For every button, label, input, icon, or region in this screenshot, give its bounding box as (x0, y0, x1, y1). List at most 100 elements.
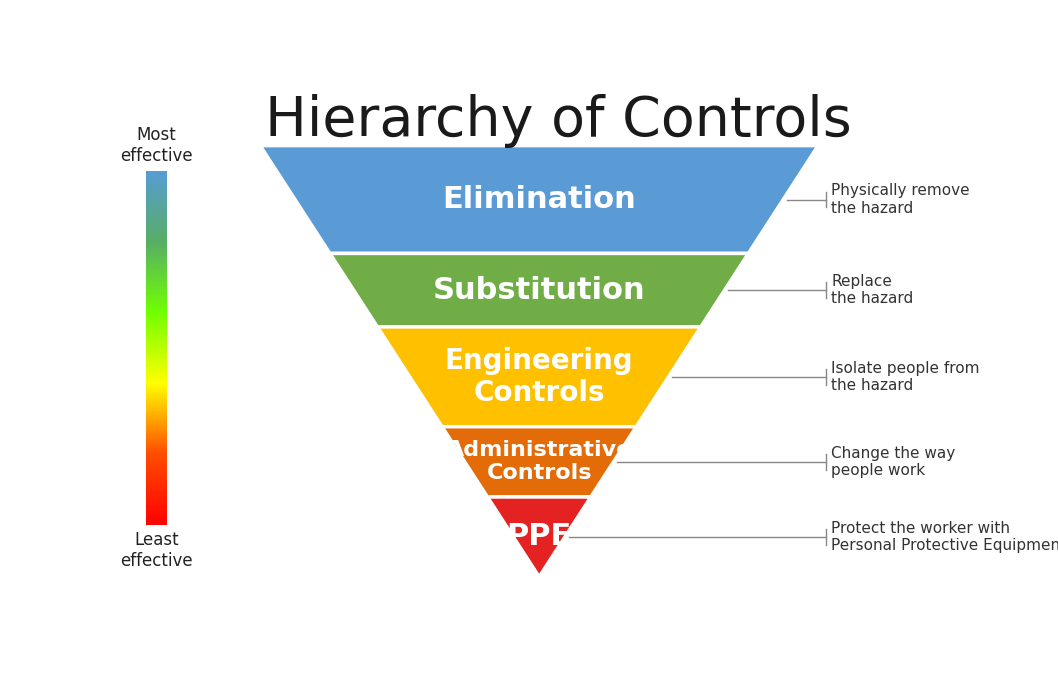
Bar (146, 254, 167, 255)
Bar (146, 414, 167, 415)
Bar (146, 321, 167, 322)
Bar (146, 437, 167, 438)
Bar (146, 473, 167, 475)
Bar (146, 288, 167, 289)
Bar (146, 269, 167, 270)
Bar (146, 264, 167, 266)
Bar (146, 205, 167, 206)
Bar (146, 394, 167, 396)
Bar (146, 354, 167, 355)
Bar (146, 470, 167, 471)
Bar (146, 422, 167, 424)
Bar (146, 187, 167, 189)
Bar (146, 471, 167, 472)
Bar (146, 388, 167, 390)
Bar (146, 174, 167, 176)
Bar (146, 409, 167, 411)
Text: PPE: PPE (507, 522, 571, 552)
Bar (146, 467, 167, 469)
Bar (146, 258, 167, 259)
Bar (146, 270, 167, 272)
Bar (146, 402, 167, 404)
Bar (146, 443, 167, 444)
Text: Protect the worker with
Personal Protective Equipment: Protect the worker with Personal Protect… (832, 521, 1058, 553)
Bar (146, 216, 167, 217)
Bar (146, 333, 167, 334)
Text: Physically remove
the hazard: Physically remove the hazard (832, 183, 970, 216)
Text: Substitution: Substitution (433, 276, 645, 304)
Bar (146, 516, 167, 517)
Bar (146, 298, 167, 300)
Bar (146, 210, 167, 211)
Bar (146, 314, 167, 315)
Bar (146, 431, 167, 432)
Bar (146, 304, 167, 306)
Bar (146, 300, 167, 301)
Bar (146, 203, 167, 204)
Bar (146, 518, 167, 520)
Bar (146, 274, 167, 275)
Bar (146, 222, 167, 223)
Bar (146, 349, 167, 351)
Bar (146, 428, 167, 430)
Bar (146, 481, 167, 483)
Bar (146, 490, 167, 491)
Bar (146, 259, 167, 261)
Bar (146, 229, 167, 230)
Bar (146, 452, 167, 454)
Bar (146, 319, 167, 320)
Bar (146, 238, 167, 240)
Bar (146, 279, 167, 280)
Bar (146, 316, 167, 317)
Bar (146, 520, 167, 522)
Bar (146, 198, 167, 200)
Bar (146, 182, 167, 183)
Bar (146, 370, 167, 372)
Bar (146, 320, 167, 321)
Bar (146, 235, 167, 236)
Bar (146, 458, 167, 459)
Bar (146, 406, 167, 407)
Bar (146, 268, 167, 269)
Bar (146, 340, 167, 341)
Bar (146, 504, 167, 505)
Bar (146, 381, 167, 382)
Bar (146, 311, 167, 313)
Bar (146, 484, 167, 485)
Bar (146, 475, 167, 477)
Bar (146, 439, 167, 440)
Text: Hierarchy of Controls: Hierarchy of Controls (266, 94, 852, 148)
Polygon shape (260, 146, 818, 253)
Bar (146, 317, 167, 319)
Polygon shape (378, 327, 700, 427)
Bar (146, 491, 167, 492)
Bar (146, 391, 167, 392)
Bar (146, 325, 167, 326)
Bar (146, 507, 167, 509)
Bar (146, 459, 167, 460)
Bar (146, 496, 167, 497)
Bar (146, 515, 167, 516)
Bar (146, 445, 167, 446)
Bar (146, 289, 167, 290)
Bar (146, 456, 167, 457)
Bar (146, 358, 167, 359)
Polygon shape (442, 427, 636, 497)
Bar (146, 465, 167, 466)
Bar (146, 294, 167, 295)
Bar (146, 438, 167, 439)
Bar (146, 180, 167, 182)
Bar (146, 322, 167, 323)
Bar (146, 503, 167, 504)
Bar (146, 208, 167, 209)
Bar (146, 224, 167, 225)
Bar (146, 249, 167, 250)
Bar (146, 335, 167, 336)
Text: Engineering
Controls: Engineering Controls (444, 347, 634, 407)
Bar (146, 234, 167, 235)
Bar (146, 179, 167, 180)
Bar (146, 330, 167, 332)
Bar (146, 302, 167, 303)
Bar (146, 466, 167, 467)
Bar (146, 243, 167, 244)
